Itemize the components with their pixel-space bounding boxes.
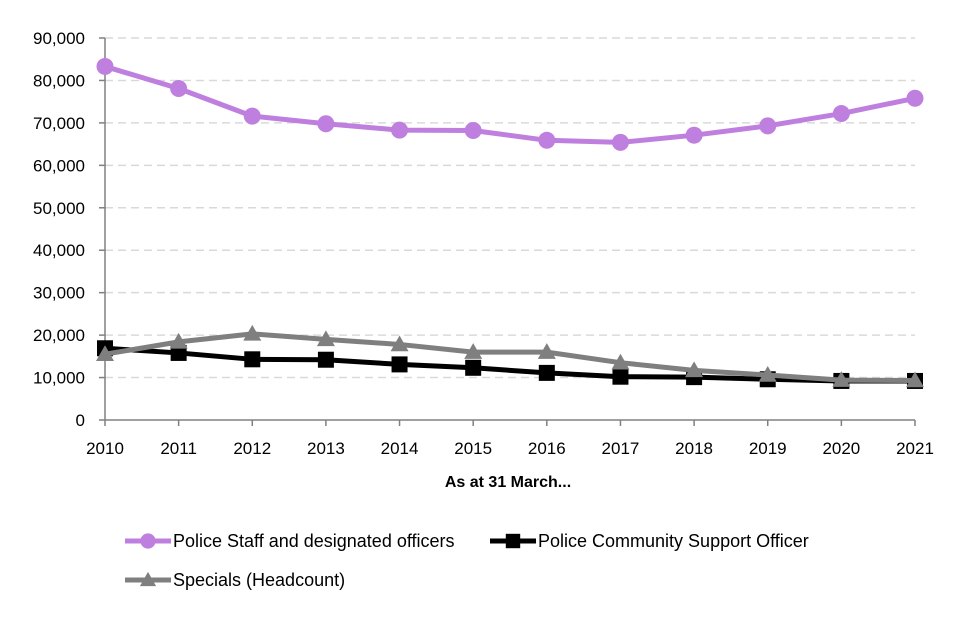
data-point (758, 366, 777, 382)
series-circle (96, 57, 924, 151)
data-point (317, 115, 335, 133)
y-tick-label: 40,000 (33, 241, 85, 260)
data-point (244, 351, 261, 368)
data-point (611, 353, 630, 370)
gridlines (99, 37, 915, 421)
data-point (96, 57, 114, 75)
y-tick-label: 30,000 (33, 284, 85, 303)
x-tick-labels: 2010 2011 2012 2013 2014 2015 2016 2017 2018 2019… (86, 439, 934, 458)
y-tick-label: 60,000 (33, 156, 85, 175)
series-line (104, 331, 916, 384)
legend: Police Staff and designated officers Poli… (125, 531, 809, 590)
series-triangle (96, 324, 924, 388)
y-tick-label: 20,000 (33, 326, 85, 345)
y-tick-labels: 0 10,000 20,000 30,000 40,000 50,000 60,000 70,… (33, 29, 85, 430)
legend-item: Police Community Support Officer (490, 531, 809, 551)
data-point (391, 121, 409, 139)
data-point (170, 80, 188, 98)
legend-item: Specials (Headcount) (125, 570, 345, 590)
series-line (104, 64, 916, 145)
data-point (906, 89, 924, 107)
y-tick-label: 50,000 (33, 199, 85, 218)
data-point (96, 345, 114, 361)
data-point (243, 324, 262, 341)
x-tick-label: 2021 (896, 439, 934, 458)
data-point (464, 343, 483, 359)
x-tick-label: 2018 (675, 439, 713, 458)
series-square (97, 340, 923, 389)
legend-label: Police Staff and designated officers (173, 531, 455, 551)
data-point (906, 371, 924, 388)
y-tick-label: 80,000 (33, 71, 85, 90)
y-tick-label: 70,000 (33, 114, 85, 133)
series-layer (96, 57, 924, 389)
data-point (685, 361, 704, 378)
legend-marker-triangle-icon (139, 571, 157, 587)
data-point (391, 356, 408, 373)
x-tick-label: 2011 (160, 439, 197, 458)
x-tick-label: 2010 (86, 439, 124, 458)
data-point (465, 359, 482, 376)
data-point (611, 133, 629, 151)
data-point (316, 330, 335, 347)
data-point (170, 344, 187, 361)
legend-item: Police Staff and designated officers (125, 531, 455, 551)
data-point (538, 131, 556, 149)
data-point (832, 105, 850, 123)
legend-label: Police Community Support Officer (538, 531, 809, 551)
x-axis-title: As at 31 March... (445, 474, 571, 491)
x-tick-label: 2014 (381, 439, 419, 458)
data-point (243, 107, 261, 125)
x-tick-label: 2015 (454, 439, 492, 458)
legend-marker-square-icon (505, 533, 521, 549)
data-point (464, 122, 482, 140)
x-tick-label: 2016 (528, 439, 566, 458)
series-line (104, 345, 915, 384)
x-tick-label: 2012 (233, 439, 271, 458)
data-point (537, 343, 556, 359)
data-point (317, 351, 334, 368)
data-point (612, 368, 629, 385)
x-tick-label: 2017 (602, 439, 640, 458)
x-tick-label: 2013 (307, 439, 345, 458)
y-tick-label: 0 (76, 411, 85, 430)
legend-marker-circle-icon (140, 533, 156, 549)
legend-label: Specials (Headcount) (173, 570, 345, 590)
data-point (390, 335, 409, 352)
data-point (169, 332, 188, 349)
data-point (759, 117, 777, 135)
data-point (685, 126, 703, 144)
y-tick-label: 90,000 (33, 29, 85, 48)
data-point (538, 364, 555, 381)
data-point (832, 371, 851, 387)
axes (104, 38, 916, 426)
x-tick-label: 2019 (749, 439, 787, 458)
x-tick-label: 2020 (822, 439, 860, 458)
y-tick-label: 10,000 (33, 369, 85, 388)
